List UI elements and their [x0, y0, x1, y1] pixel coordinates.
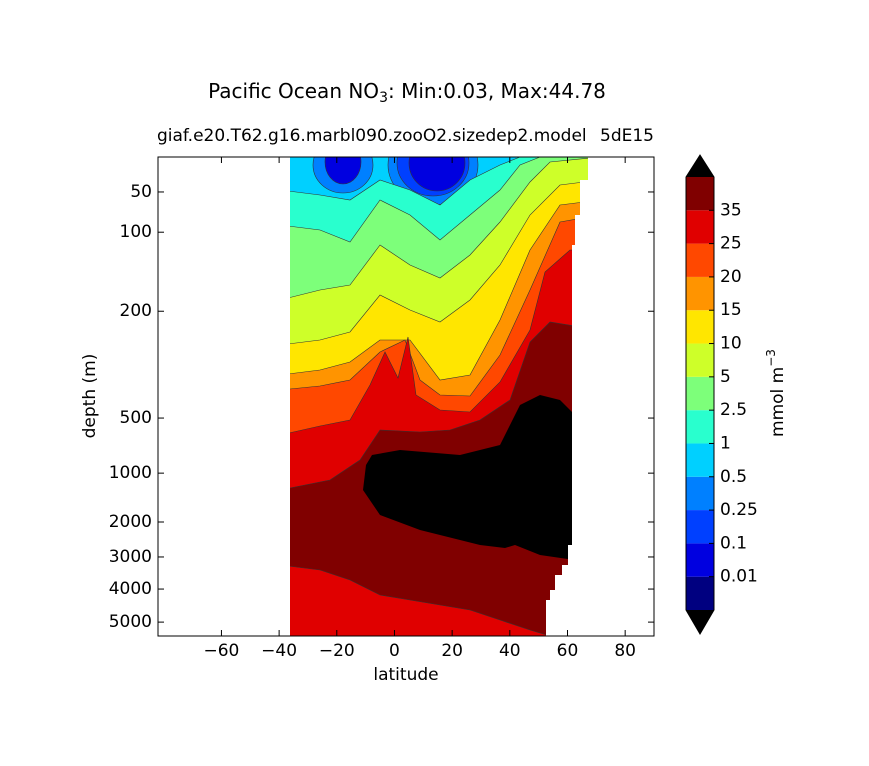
contour-band: [324, 157, 362, 185]
colorbar-tick-label: 0.01: [720, 567, 758, 587]
colorbar-block: [686, 410, 714, 444]
colorbar-tick-label: 0.25: [720, 500, 758, 520]
y-axis-label: depth (m): [80, 354, 100, 439]
colorbar-tick-label: 1: [720, 433, 731, 453]
x-tick-label: −20: [319, 641, 355, 661]
x-tick-label: 60: [557, 641, 579, 661]
colorbar-tick-label: 0.1: [720, 533, 747, 553]
colorbar-block: [686, 276, 714, 311]
colorbar-block: [686, 210, 714, 244]
y-tick-label: 500: [120, 408, 152, 428]
colorbar-extension: [686, 610, 714, 634]
colorbar-tick-label: 0.5: [720, 467, 747, 487]
colorbar-tick-label: 20: [720, 267, 742, 287]
contour-band: [408, 157, 466, 192]
plot-frame: [157, 156, 655, 637]
colorbar-tick-label: 15: [720, 300, 742, 320]
contour-field: [290, 157, 588, 636]
colorbar-tick-label: 2.5: [720, 400, 747, 420]
colorbar-block: [686, 343, 714, 377]
title-subscript: 3: [379, 90, 388, 106]
colorbar-block: [686, 543, 714, 577]
colorbar-frame: [685, 154, 715, 635]
y-tick-label: 100: [120, 222, 152, 242]
colorbar-block: [686, 243, 714, 277]
y-tick-label: 3000: [109, 547, 152, 567]
colorbar-label-text: mmol m: [768, 367, 788, 437]
x-axis-label: latitude: [373, 665, 438, 685]
y-tick-label: 2000: [109, 512, 152, 532]
x-tick-label: −60: [203, 641, 239, 661]
colorbar-block: [686, 443, 714, 477]
colorbar-tick-label: 25: [720, 234, 742, 254]
colorbar-label: mmol m−3: [764, 349, 789, 437]
x-tick-label: 0: [389, 641, 400, 661]
contour-band: [363, 395, 575, 560]
x-tick-label: 40: [499, 641, 521, 661]
colorbar-block: [686, 376, 714, 411]
x-tick-label: 20: [441, 641, 463, 661]
x-tick-label: 80: [614, 641, 636, 661]
y-tick-label: 200: [120, 301, 152, 321]
colorbar-tick-label: 35: [720, 200, 742, 220]
colorbar-label-superscript: −3: [764, 349, 778, 367]
y-tick-label: 1000: [109, 463, 152, 483]
colorbar-block: [686, 310, 714, 344]
colorbar-block: [686, 476, 714, 511]
y-tick-label: 5000: [109, 612, 152, 632]
colorbar-tick-label: 10: [720, 334, 742, 354]
y-tick-label: 50: [130, 182, 152, 202]
colorbar-extension: [686, 155, 714, 177]
left-title: giaf.e20.T62.g16.marbl090.zooO2.sizedep2…: [157, 126, 587, 146]
colorbar-tick-label: 5: [720, 367, 731, 387]
contour-band: [290, 564, 588, 636]
colorbar-block: [686, 510, 714, 544]
right-title: 5dE15: [600, 126, 654, 146]
colorbar-block: [686, 576, 714, 610]
title-suffix: : Min:0.03, Max:44.78: [388, 79, 606, 103]
y-tick-label: 4000: [109, 579, 152, 599]
title-prefix: Pacific Ocean NO: [208, 79, 379, 103]
x-tick-label: −40: [261, 641, 297, 661]
chart-title: Pacific Ocean NO3: Min:0.03, Max:44.78: [208, 79, 606, 107]
colorbar-block: [686, 177, 714, 211]
